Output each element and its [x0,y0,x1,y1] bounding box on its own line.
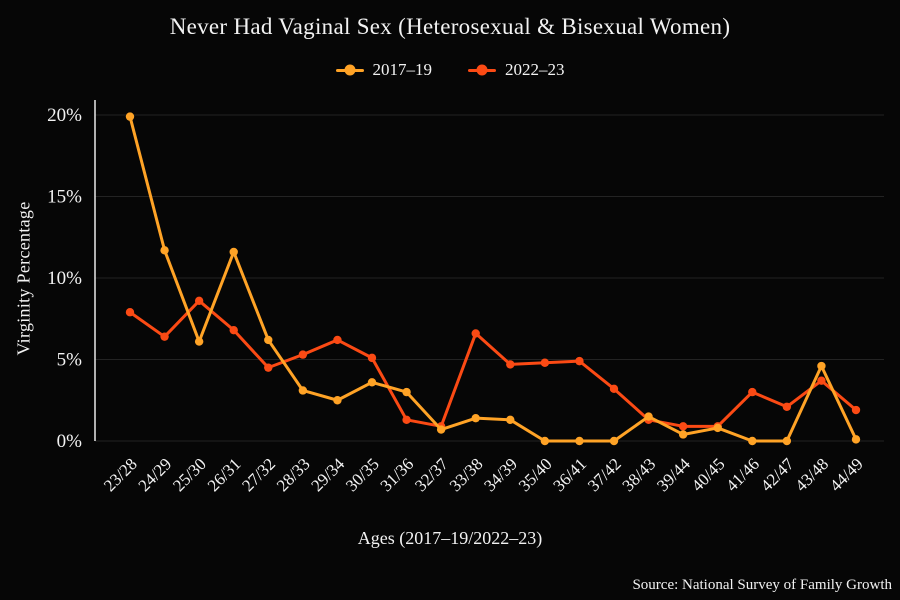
data-point [609,384,619,394]
data-point [125,112,135,121]
data-point [194,337,204,346]
data-point [782,402,792,411]
data-point [264,335,273,345]
data-point [644,412,653,421]
legend-dot-icon [476,64,488,76]
x-tick-label: 32/37 [411,454,452,495]
legend-marker-icon [335,64,364,76]
source-note: Source: National Survey of Family Growth [632,577,892,593]
x-tick-label: 27/32 [238,454,279,495]
x-tick-label: 38/43 [619,454,660,495]
data-point [298,386,308,395]
data-point [678,422,688,431]
data-point [367,378,377,387]
data-point [194,296,204,306]
data-point [333,396,342,405]
data-point [402,415,411,425]
data-point [333,335,342,345]
y-tick-label: 15% [47,187,82,208]
x-tick-label: 42/47 [757,454,798,495]
data-point [540,358,550,367]
legend-dot-icon [344,64,355,76]
y-tick-label: 20% [47,105,82,126]
data-point [471,413,480,423]
x-tick-label: 31/36 [377,454,418,495]
data-point [506,360,515,369]
data-point [229,325,238,335]
x-tick-label: 39/44 [653,454,694,495]
x-tick-label: 34/39 [480,454,521,495]
legend-item-2022–23: 2022–23 [468,60,565,80]
data-point [575,356,584,366]
x-tick-label: 43/48 [791,454,832,495]
x-tick-label: 41/46 [722,454,763,495]
legend-marker-icon [468,64,496,76]
legend-label: 2017–19 [372,60,433,79]
data-point [851,405,861,415]
data-point [298,350,308,359]
x-tick-label: 25/30 [169,454,210,495]
x-tick-label: 23/28 [100,454,141,495]
data-point [471,329,480,338]
data-point [506,415,515,425]
x-tick-label: 44/49 [826,454,867,495]
series-line-2017–19 [128,115,858,443]
x-tick-label: 35/40 [515,454,556,495]
data-point [713,423,722,433]
legend: 2017–19 2022–23 [0,60,900,80]
data-point [782,436,792,446]
y-tick-label: 10% [47,268,82,289]
data-point [160,246,169,255]
x-tick-label: 29/34 [307,454,348,495]
data-point [367,353,377,363]
y-axis-label: Virginity Percentage [13,201,34,356]
data-point [540,436,550,446]
data-point [609,436,619,446]
x-tick-label: 40/45 [688,454,729,495]
y-tick-label: 5% [57,350,83,371]
data-point [748,436,757,446]
data-point [851,435,861,444]
data-point [678,430,688,439]
x-tick-label: 33/38 [446,454,487,495]
legend-label: 2022–23 [505,60,565,79]
data-point [575,436,584,446]
x-tick-label: 36/41 [549,454,590,495]
data-point [125,308,135,317]
data-point [229,247,238,257]
data-point [436,425,446,434]
data-point [160,332,169,341]
y-tick-label: 0% [57,431,83,452]
data-point [748,387,757,397]
chart-title: Never Had Vaginal Sex (Heterosexual & Bi… [169,14,731,39]
data-point [402,387,411,397]
x-tick-label: 37/42 [584,454,625,495]
x-tick-label: 30/35 [342,454,383,495]
data-point [817,376,826,385]
x-tick-label: 26/31 [204,454,245,495]
x-tick-label: 28/33 [273,454,314,495]
data-point [817,361,826,371]
data-point [264,363,273,372]
legend-item-2017–19: 2017–19 [335,60,433,80]
series-line-2022–23 [128,299,858,428]
x-axis-label: Ages (2017–19/2022–23) [357,528,543,548]
x-tick-label: 24/29 [135,454,176,495]
